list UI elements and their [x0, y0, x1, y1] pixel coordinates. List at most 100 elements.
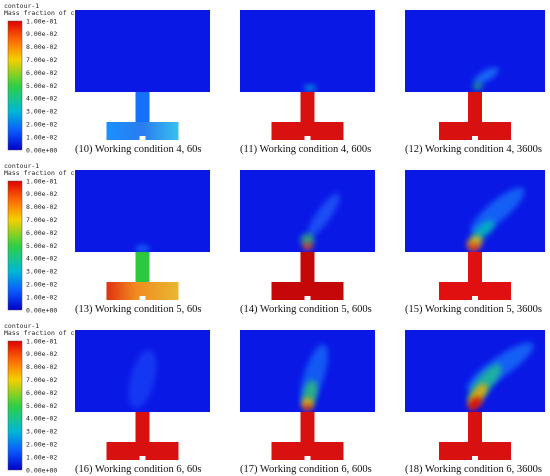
- stem: [300, 412, 315, 442]
- plume: [470, 187, 525, 235]
- outlet: [139, 456, 146, 460]
- plume: [300, 233, 315, 246]
- legend-title: contour-1: [4, 322, 39, 330]
- base: [106, 282, 179, 300]
- colorbar-label: 5.00e-02: [26, 242, 57, 250]
- colorbar-label: 6.00e-02: [26, 69, 57, 77]
- stem: [300, 252, 315, 282]
- colorbar: [7, 340, 23, 471]
- stem: [468, 92, 482, 122]
- plume: [304, 84, 317, 91]
- stem: [300, 92, 315, 122]
- caption: (11) Working condition 4, 600s: [240, 144, 371, 155]
- legend-subtitle: Mass fraction of ch4: [4, 329, 82, 337]
- caption: (10) Working condition 4, 60s: [75, 144, 201, 155]
- contour-panel: [405, 170, 545, 300]
- plume: [128, 350, 157, 409]
- domain: [240, 10, 375, 92]
- colorbar-label: 5.00e-02: [26, 82, 57, 90]
- colorbar-label: 2.00e-02: [26, 121, 57, 129]
- base: [271, 282, 344, 300]
- colorbar-label: 1.00e-01: [26, 337, 57, 345]
- outlet: [472, 296, 478, 300]
- colorbar-label: 0.00e+00: [26, 466, 57, 474]
- caption: (13) Working condition 5, 60s: [75, 304, 201, 315]
- base: [271, 442, 344, 460]
- colorbar-label: 1.00e-02: [26, 453, 57, 461]
- outlet: [139, 296, 146, 300]
- contour-panel: [75, 330, 210, 460]
- outlet: [472, 136, 478, 140]
- colorbar-label: 7.00e-02: [26, 376, 57, 384]
- contour-panel: [240, 330, 375, 460]
- stem: [468, 252, 482, 282]
- colorbar-label: 6.00e-02: [26, 389, 57, 397]
- plume: [472, 82, 483, 91]
- outlet: [139, 136, 146, 140]
- colorbar-label: 4.00e-02: [26, 255, 57, 263]
- colorbar-label: 8.00e-02: [26, 363, 57, 371]
- legend-title: contour-1: [4, 162, 39, 170]
- legend-subtitle: Mass fraction of ch4: [4, 169, 82, 177]
- colorbar: [7, 180, 23, 311]
- colorbar-label: 0.00e+00: [26, 146, 57, 154]
- plume: [302, 242, 313, 251]
- caption: (17) Working condition 6, 600s: [240, 464, 372, 475]
- colorbar-label: 1.00e-01: [26, 177, 57, 185]
- domain: [75, 10, 210, 92]
- colorbar-label: 4.00e-02: [26, 415, 57, 423]
- plume: [307, 193, 340, 237]
- colorbar-label: 5.00e-02: [26, 402, 57, 410]
- stem: [135, 92, 150, 122]
- caption: (16) Working condition 6, 60s: [75, 464, 201, 475]
- base: [439, 442, 511, 460]
- plume: [467, 243, 480, 252]
- plume: [135, 244, 150, 253]
- base: [106, 442, 179, 460]
- colorbar-label: 9.00e-02: [26, 30, 57, 38]
- colorbar-label: 1.00e-02: [26, 133, 57, 141]
- colorbar-label: 3.00e-02: [26, 428, 57, 436]
- colorbar-label: 1.00e-02: [26, 293, 57, 301]
- caption: (14) Working condition 5, 600s: [240, 304, 372, 315]
- contour-panel: [405, 10, 545, 140]
- plume: [473, 67, 499, 84]
- colorbar-label: 2.00e-02: [26, 281, 57, 289]
- domain: [405, 10, 545, 92]
- colorbar-label: 9.00e-02: [26, 350, 57, 358]
- contour-panel: [75, 170, 210, 300]
- contour-panel: [405, 330, 545, 460]
- caption: (18) Working condition 6, 3600s: [405, 464, 542, 475]
- caption: (12) Working condition 4, 3600s: [405, 144, 542, 155]
- colorbar-label: 0.00e+00: [26, 306, 57, 314]
- colorbar-label: 1.00e-01: [26, 17, 57, 25]
- domain: [75, 170, 210, 252]
- colorbar-label: 6.00e-02: [26, 229, 57, 237]
- base: [106, 122, 179, 140]
- base: [439, 282, 511, 300]
- colorbar-label: 7.00e-02: [26, 56, 57, 64]
- colorbar-label: 3.00e-02: [26, 108, 57, 116]
- base: [439, 122, 511, 140]
- stem: [468, 412, 482, 442]
- contour-panel: [75, 10, 210, 140]
- colorbar: [7, 20, 23, 151]
- colorbar-label: 7.00e-02: [26, 216, 57, 224]
- contour-panel: [240, 170, 375, 300]
- stem: [135, 252, 150, 282]
- contour-panel: [240, 10, 375, 140]
- caption: (15) Working condition 5, 3600s: [405, 304, 542, 315]
- outlet: [304, 456, 311, 460]
- stem: [135, 412, 150, 442]
- colorbar-label: 8.00e-02: [26, 43, 57, 51]
- colorbar-label: 4.00e-02: [26, 95, 57, 103]
- colorbar-label: 8.00e-02: [26, 203, 57, 211]
- outlet: [304, 136, 311, 140]
- outlet: [472, 456, 478, 460]
- legend-subtitle: Mass fraction of ch4: [4, 9, 82, 17]
- plume: [468, 396, 482, 411]
- colorbar-label: 2.00e-02: [26, 441, 57, 449]
- colorbar-label: 9.00e-02: [26, 190, 57, 198]
- outlet: [304, 296, 311, 300]
